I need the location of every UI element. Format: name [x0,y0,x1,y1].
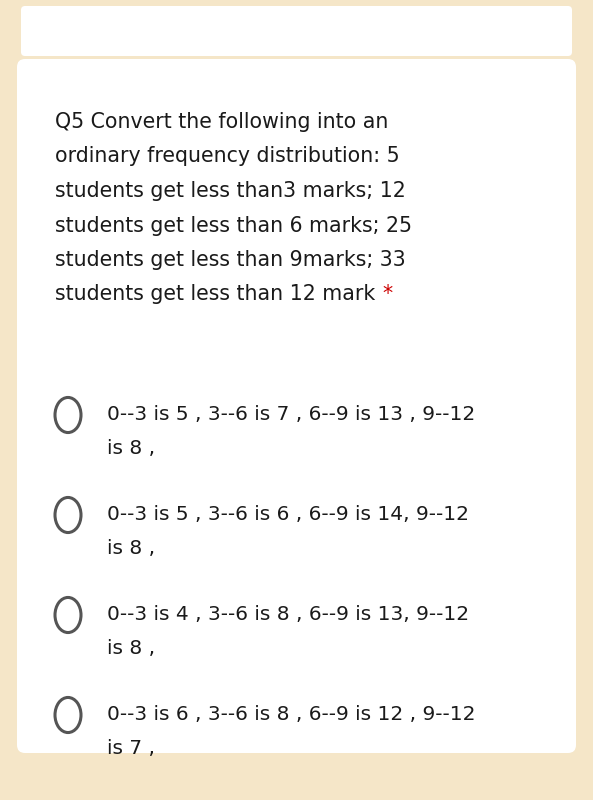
Text: students get less than 12 mark: students get less than 12 mark [55,285,375,305]
Text: students get less than3 marks; 12: students get less than3 marks; 12 [55,181,406,201]
FancyBboxPatch shape [17,59,576,753]
Text: students get less than 9marks; 33: students get less than 9marks; 33 [55,250,406,270]
Text: is 8 ,: is 8 , [107,639,155,658]
Text: students get less than 6 marks; 25: students get less than 6 marks; 25 [55,215,412,235]
Text: 0--3 is 5 , 3--6 is 6 , 6--9 is 14, 9--12: 0--3 is 5 , 3--6 is 6 , 6--9 is 14, 9--1… [107,505,469,524]
Text: is 8 ,: is 8 , [107,439,155,458]
Text: is 8 ,: is 8 , [107,539,155,558]
Text: *: * [382,285,392,305]
Text: Q5 Convert the following into an: Q5 Convert the following into an [55,112,388,132]
FancyBboxPatch shape [21,6,572,56]
Text: is 7 ,: is 7 , [107,739,155,758]
Text: 0--3 is 5 , 3--6 is 7 , 6--9 is 13 , 9--12: 0--3 is 5 , 3--6 is 7 , 6--9 is 13 , 9--… [107,405,475,424]
Text: 0--3 is 4 , 3--6 is 8 , 6--9 is 13, 9--12: 0--3 is 4 , 3--6 is 8 , 6--9 is 13, 9--1… [107,605,469,624]
Text: ordinary frequency distribution: 5: ordinary frequency distribution: 5 [55,146,400,166]
Text: 0--3 is 6 , 3--6 is 8 , 6--9 is 12 , 9--12: 0--3 is 6 , 3--6 is 8 , 6--9 is 12 , 9--… [107,705,476,724]
